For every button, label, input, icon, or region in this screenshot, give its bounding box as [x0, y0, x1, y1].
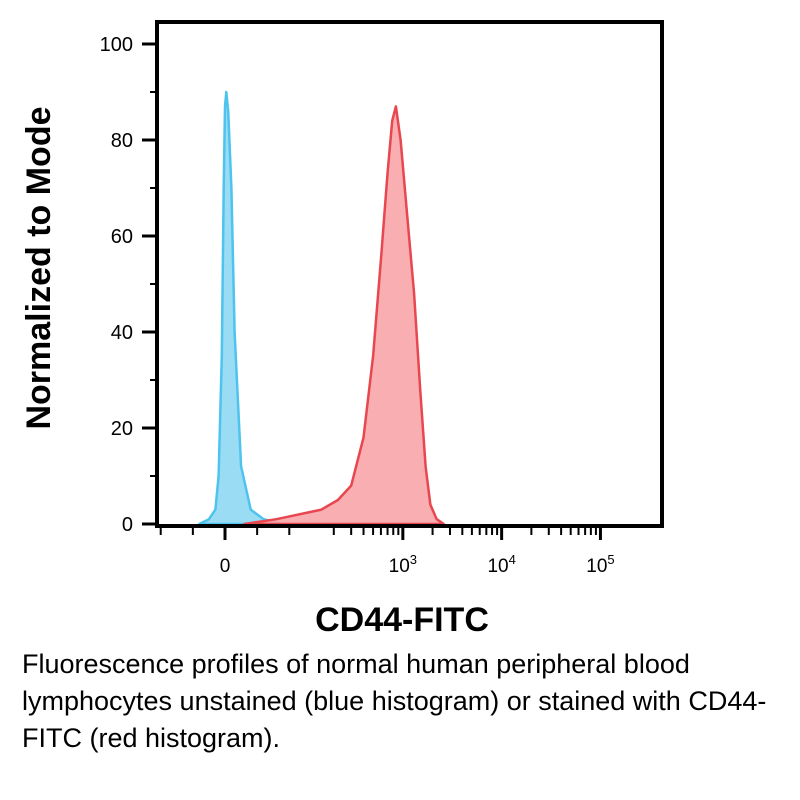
x-tick-label: 0 [220, 556, 231, 577]
x-tick-label: 105 [586, 552, 614, 577]
x-axis-ticks: 0 103 104 105 [220, 526, 615, 577]
x-tick-label: 103 [389, 552, 417, 577]
histogram-series-2 [243, 105, 446, 526]
series-layer [198, 90, 446, 526]
y-tick-label: 60 [111, 226, 133, 248]
figure-caption: Fluorescence profiles of normal human pe… [22, 649, 767, 753]
x-tick-label: 104 [487, 552, 515, 577]
y-axis-ticks: 0 20 40 60 80 100 [100, 34, 157, 536]
histogram-series-1 [198, 90, 285, 526]
x-axis-label: CD44-FITC [315, 601, 489, 639]
y-tick-label: 20 [111, 418, 133, 440]
y-axis-label: Normalized to Mode [20, 106, 58, 429]
y-tick-label: 80 [111, 130, 133, 152]
y-tick-label: 0 [122, 514, 133, 536]
y-tick-label: 40 [111, 322, 133, 344]
histogram-chart: 0 20 40 60 80 100 0 103 104 105 Normalized to Mo… [20, 20, 664, 639]
y-tick-label: 100 [100, 34, 133, 56]
plot-frame [155, 20, 664, 528]
